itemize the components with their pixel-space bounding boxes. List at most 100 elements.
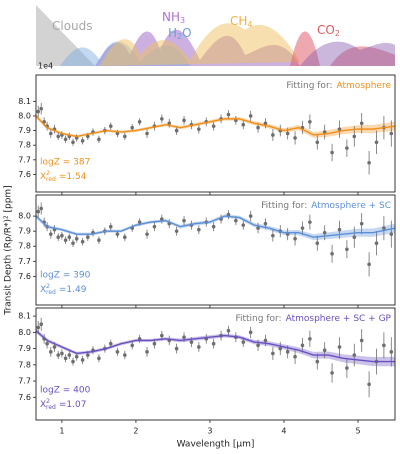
x-tick-label: 2	[133, 427, 138, 436]
molecule-label: CO2	[317, 23, 340, 38]
fit-title: Fitting for: Atmosphere	[286, 81, 391, 91]
data-point	[39, 206, 43, 211]
y-tick-label: 8.0	[18, 328, 31, 337]
data-point	[71, 359, 75, 364]
data-point	[36, 325, 41, 330]
model-line	[36, 115, 395, 138]
molecule-label: CH4	[230, 14, 253, 29]
data-point	[145, 350, 149, 354]
data-point	[36, 109, 41, 114]
data-point	[226, 212, 231, 217]
panel: 7.6 7.7 7.8 7.9 8.0 8.1 Fitting for: Atmosphere…	[18, 307, 396, 423]
data-point	[74, 136, 79, 140]
molecule-label: Clouds	[52, 19, 93, 33]
data-point	[137, 337, 142, 341]
logz-label: logZ = 400	[40, 386, 91, 396]
fit-model: Atmosphere + SC + GP	[286, 314, 392, 324]
data-point	[137, 220, 142, 224]
data-point	[285, 131, 290, 136]
data-point	[160, 117, 164, 121]
data-point	[182, 218, 186, 223]
data-point	[367, 382, 371, 387]
data-point	[389, 232, 394, 236]
chi2-symbol: X	[40, 172, 46, 182]
data-point	[382, 226, 386, 230]
y-offset-label: 1e4	[38, 62, 53, 71]
y-tick-label: 7.9	[18, 344, 31, 353]
data-point	[36, 209, 41, 214]
data-point	[174, 346, 179, 351]
data-point	[367, 160, 371, 165]
y-tick-label: 8.0	[18, 111, 31, 120]
data-point	[115, 350, 120, 354]
data-point	[108, 341, 113, 346]
chi2-sup: 2	[46, 170, 50, 177]
data-point	[256, 125, 260, 130]
chi2-value: =1.49	[59, 285, 87, 295]
data-point	[322, 130, 327, 134]
data-point	[52, 345, 57, 349]
model-line	[36, 330, 395, 363]
chi2-sub: red	[46, 404, 56, 411]
data-point	[145, 232, 149, 236]
data-point	[197, 345, 201, 349]
data-point	[80, 239, 85, 244]
data-point	[189, 340, 194, 344]
data-point	[293, 354, 297, 359]
panel-frame	[35, 194, 396, 306]
model-band	[36, 213, 395, 241]
y-tick-label: 7.7	[18, 257, 31, 266]
logz-label: logZ = 387	[40, 158, 90, 168]
data-point	[71, 140, 75, 145]
x-tick-label: 5	[355, 427, 360, 436]
chi2-value: =1.07	[59, 400, 87, 410]
label-sub: 4	[247, 20, 252, 29]
data-point	[300, 226, 305, 230]
data-point	[367, 262, 371, 267]
data-point	[97, 238, 101, 243]
x-tick-label: 1	[59, 427, 64, 436]
data-point	[308, 120, 312, 124]
fit-prefix: Fitting for:	[286, 81, 332, 91]
label-sub: 2	[177, 32, 182, 41]
chi2-label: X2 red =1.54	[40, 170, 87, 183]
y-tick-label: 7.8	[18, 242, 31, 251]
fit-prefix: Fitting for:	[235, 314, 281, 324]
y-tick-label: 7.6	[18, 170, 31, 179]
data-point	[49, 232, 53, 236]
data-point	[97, 137, 101, 142]
label-sub: 3	[180, 16, 185, 25]
data-point	[359, 338, 364, 343]
data-point	[130, 343, 135, 348]
data-point	[330, 371, 334, 375]
data-point	[263, 121, 268, 126]
x-tick-label: 3	[207, 427, 212, 436]
data-point	[308, 220, 312, 224]
data-point	[248, 214, 253, 218]
ch4-shape	[100, 23, 300, 66]
label-base: CH	[230, 14, 247, 28]
y-tick-label: 7.6	[18, 393, 31, 402]
data-point	[130, 125, 135, 130]
fit-title: Fitting for: Atmosphere + SC + GP	[235, 314, 391, 324]
data-point	[45, 341, 49, 346]
data-point	[352, 235, 357, 239]
data-point	[115, 131, 120, 136]
label-sub: 2	[335, 29, 340, 38]
data-point	[234, 218, 238, 223]
data-point	[197, 127, 201, 131]
data-point	[39, 106, 43, 111]
data-point	[39, 322, 43, 327]
label-base: NH	[162, 10, 180, 24]
data-point	[374, 241, 379, 246]
data-point	[271, 351, 275, 356]
data-point	[71, 241, 75, 246]
data-point	[108, 224, 113, 229]
data-point	[211, 341, 216, 346]
y-tick-label: 8.1	[18, 97, 31, 106]
y-tick-label: 8.0	[18, 212, 31, 221]
data-point	[67, 235, 72, 239]
data-point	[337, 227, 342, 232]
plot-area	[36, 317, 395, 398]
y-tick-label: 7.9	[18, 126, 31, 135]
